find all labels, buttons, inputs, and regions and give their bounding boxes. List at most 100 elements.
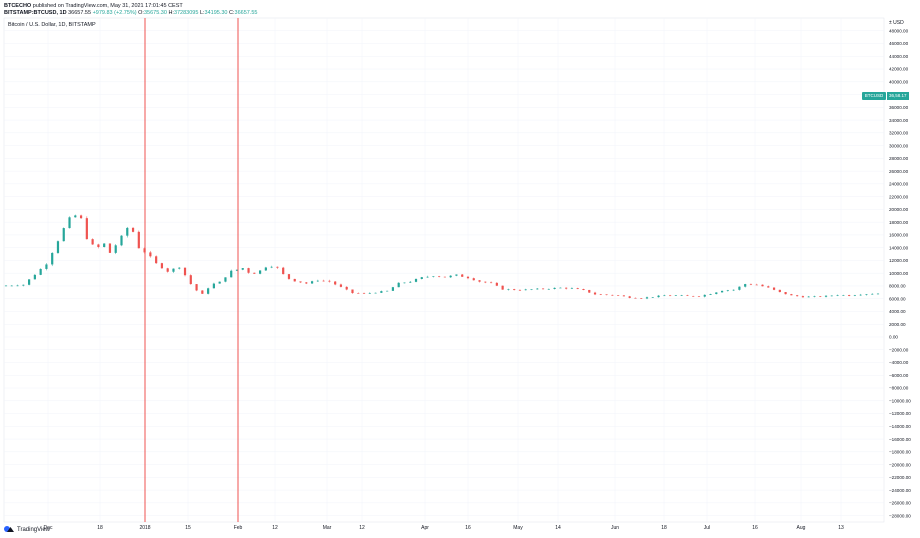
candle — [386, 290, 389, 292]
y-tick-label: 20000.00 — [889, 207, 909, 212]
candle — [541, 288, 545, 290]
candle-body — [270, 266, 273, 268]
candle-body — [755, 284, 758, 286]
candle-body — [172, 268, 175, 272]
plot-area — [3, 17, 885, 523]
candle-body — [362, 293, 366, 294]
candle — [212, 282, 215, 289]
candle — [518, 289, 522, 291]
candle-body — [761, 284, 764, 287]
candle — [51, 252, 54, 267]
candle-body — [478, 280, 481, 282]
candle-body — [241, 268, 244, 270]
candle-body — [657, 295, 660, 298]
vertical-markers — [144, 18, 239, 522]
candle-body — [368, 293, 371, 294]
tradingview-logo-icon — [4, 526, 14, 533]
y-tick-label: 24000.00 — [889, 182, 909, 187]
candle-body — [559, 287, 562, 289]
candle — [253, 272, 256, 274]
candle — [848, 294, 851, 297]
candle — [692, 295, 695, 297]
candle — [85, 216, 88, 240]
candle-body — [709, 294, 712, 295]
candle-body — [207, 288, 210, 294]
y-tick-label: 46000.00 — [889, 41, 909, 46]
candle — [669, 294, 672, 297]
candle-body — [22, 284, 25, 286]
candle — [807, 295, 810, 298]
y-tick-label: 10000.00 — [889, 271, 909, 276]
candle-body — [565, 287, 568, 289]
candle-body — [507, 289, 510, 290]
candle-body — [380, 291, 383, 293]
candle — [270, 265, 273, 269]
candles — [4, 214, 880, 300]
candle — [362, 292, 366, 294]
candle-body — [518, 290, 522, 291]
x-tick-label: 13 — [838, 525, 844, 531]
candle — [530, 289, 533, 291]
candle-body — [582, 289, 585, 290]
publisher-name: BTCECHO — [4, 3, 32, 9]
candle — [310, 280, 314, 284]
candle — [172, 268, 175, 274]
candle — [565, 287, 568, 290]
candle-body — [680, 295, 683, 296]
candle-body — [842, 295, 845, 296]
candle — [611, 294, 614, 296]
y-tick-label: −26000.00 — [889, 501, 911, 506]
y-tick-label: 40000.00 — [889, 79, 909, 84]
candle — [726, 289, 729, 292]
candle-body — [166, 268, 169, 272]
candle-body — [409, 281, 412, 283]
candle — [33, 274, 36, 280]
candle — [593, 291, 597, 296]
candle-body — [103, 243, 106, 248]
candle-body — [686, 295, 689, 296]
candle-body — [524, 289, 527, 291]
candle-body — [796, 295, 799, 297]
candle — [645, 296, 649, 300]
ohlc-info: BITSTAMP:BTCUSD, 1D 36657.55 +979.83 (+2… — [4, 10, 257, 16]
price-axis[interactable]: 48000.00 46000.00 44000.00 42000.00 40000.00… — [889, 28, 911, 518]
candle-body — [449, 275, 452, 278]
candle — [328, 279, 331, 283]
candle — [772, 287, 776, 291]
candle — [103, 243, 106, 248]
candle — [622, 295, 626, 297]
candle-body — [235, 269, 239, 271]
x-tick-label: 12 — [272, 525, 278, 531]
x-tick-label: 18 — [661, 525, 667, 531]
candle-body — [322, 280, 325, 282]
candle-body — [420, 277, 423, 279]
candle — [871, 293, 874, 295]
candle — [39, 268, 42, 276]
candle — [634, 297, 637, 299]
y-tick-label: −28000.00 — [889, 513, 911, 518]
y-tick-label: 34000.00 — [889, 118, 909, 123]
candle-body — [570, 288, 574, 289]
candle — [426, 275, 429, 278]
candle-body — [183, 267, 187, 276]
candle-body — [859, 294, 862, 296]
y-tick-label: 42000.00 — [889, 67, 909, 72]
candle — [56, 240, 60, 255]
candle — [79, 214, 83, 219]
x-tick-label: Jun — [611, 525, 619, 531]
high-label: H: — [168, 10, 174, 16]
candle — [628, 295, 631, 299]
candle — [680, 294, 683, 296]
y-tick-label: −10000.00 — [889, 398, 911, 403]
candle-body — [513, 289, 516, 291]
y-tick-label: −20000.00 — [889, 462, 911, 467]
candle — [830, 295, 833, 297]
candle — [507, 288, 510, 291]
candle — [293, 278, 296, 282]
candle — [484, 281, 487, 284]
candle-body — [149, 252, 152, 257]
candle-body — [489, 282, 493, 284]
candle-body — [108, 243, 112, 253]
time-axis[interactable]: Dec 18 2018 15 Feb 12 Mar 12 Apr 16 May 14 Jun 18 Jul 1… — [44, 525, 844, 531]
